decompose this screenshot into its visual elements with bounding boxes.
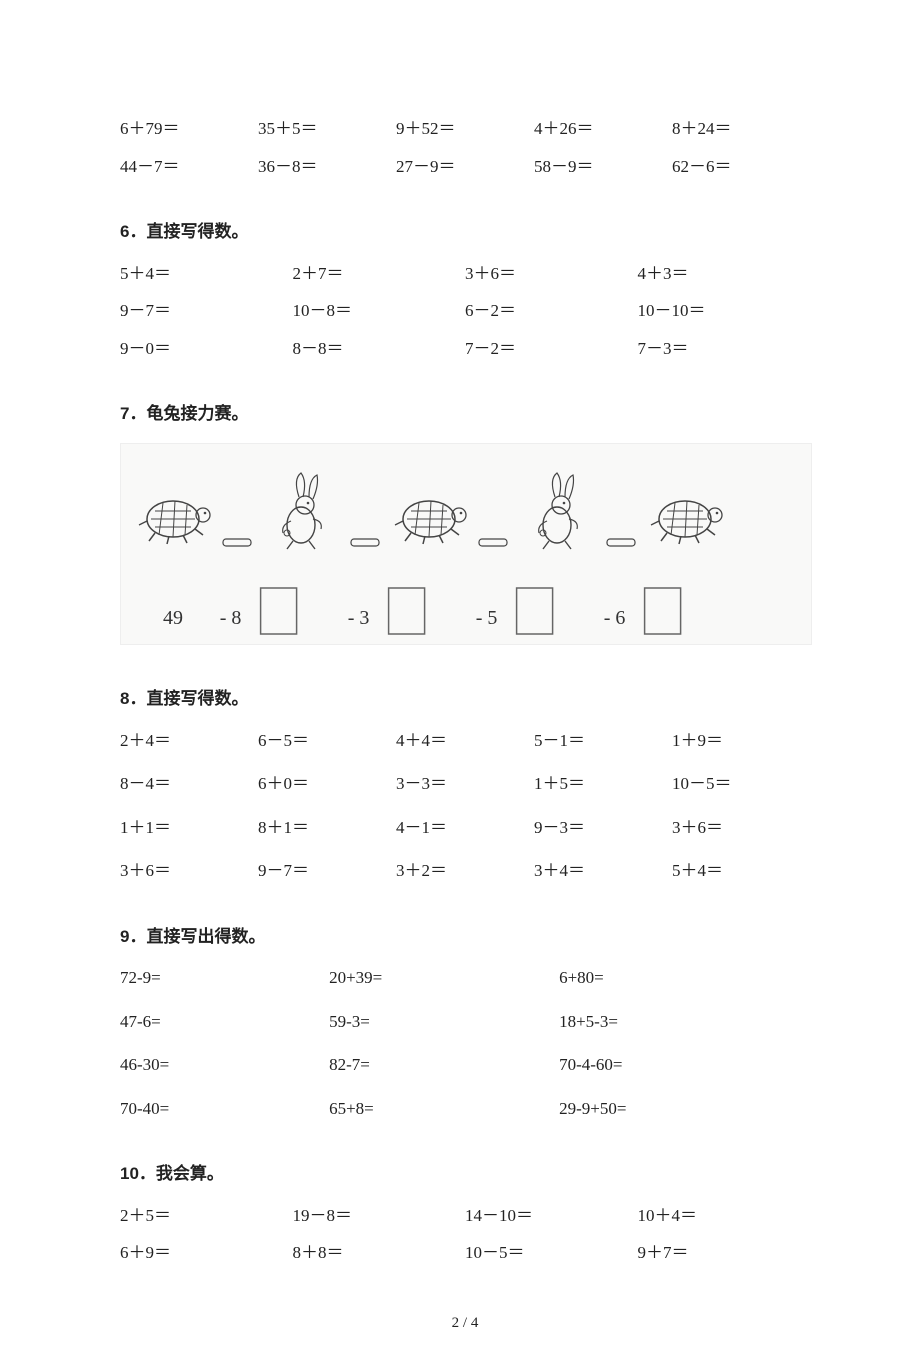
svg-text:- 3: - 3 — [348, 607, 370, 629]
equation: 20+39= — [329, 959, 559, 997]
equation: 3＋6＝ — [672, 809, 810, 847]
equation: 4＋4＝ — [396, 722, 534, 760]
equation: 6＋0＝ — [258, 765, 396, 803]
equation: 47-6= — [120, 1003, 329, 1041]
equation: 6＋79＝ — [120, 110, 258, 148]
equation: 5＋4＝ — [672, 852, 810, 890]
equation: 18+5-3= — [559, 1003, 810, 1041]
equation: 72-9= — [120, 959, 329, 997]
section-7-title: 7．龟兔接力赛。 — [120, 401, 810, 427]
equation: 8＋1＝ — [258, 809, 396, 847]
top-equation-grid: 6＋79＝ 35＋5＝ 9＋52＝ 4＋26＝ 8＋24＝ 44－7＝ 36－8… — [120, 110, 810, 185]
equation: 4－1＝ — [396, 809, 534, 847]
equation: 5－1＝ — [534, 722, 672, 760]
equation: 59-3= — [329, 1003, 559, 1041]
equation: 35＋5＝ — [258, 110, 396, 148]
equation: 8－8＝ — [293, 330, 466, 368]
section-8-grid: 2＋4＝ 6－5＝ 4＋4＝ 5－1＝ 1＋9＝ 8－4＝ 6＋0＝ 3－3＝ … — [120, 722, 810, 890]
equation: 6－5＝ — [258, 722, 396, 760]
page: 6＋79＝ 35＋5＝ 9＋52＝ 4＋26＝ 8＋24＝ 44－7＝ 36－8… — [0, 0, 920, 1364]
section-10-grid: 2＋5＝ 19－8＝ 14－10＝ 10＋4＝ 6＋9＝ 8＋8＝ 10－5＝ … — [120, 1197, 810, 1272]
equation: 1＋5＝ — [534, 765, 672, 803]
equation: 3＋6＝ — [120, 852, 258, 890]
equation: 8＋8＝ — [293, 1234, 466, 1272]
page-footer: 2 / 4 — [120, 1312, 810, 1335]
equation: 10－8＝ — [293, 292, 466, 330]
equation: 9－3＝ — [534, 809, 672, 847]
equation: 9－7＝ — [120, 292, 293, 330]
equation: 8＋24＝ — [672, 110, 810, 148]
relay-figure: 49 - 8 - 3 - 5 - 6 — [120, 443, 812, 645]
equation: 29-9+50= — [559, 1090, 810, 1128]
svg-text:- 8: - 8 — [220, 607, 242, 629]
equation: 6+80= — [559, 959, 810, 997]
equation: 10－5＝ — [672, 765, 810, 803]
equation: 65+8= — [329, 1090, 559, 1128]
equation: 10－10＝ — [638, 292, 811, 330]
section-9-grid: 72-9= 20+39= 6+80= 47-6= 59-3= 18+5-3= 4… — [120, 959, 810, 1127]
equation: 3＋4＝ — [534, 852, 672, 890]
equation: 4＋26＝ — [534, 110, 672, 148]
equation: 70-4-60= — [559, 1046, 810, 1084]
section-6-title: 6．直接写得数。 — [120, 219, 810, 245]
section-6-grid: 5＋4＝ 2＋7＝ 3＋6＝ 4＋3＝ 9－7＝ 10－8＝ 6－2＝ 10－1… — [120, 255, 810, 368]
svg-text:49: 49 — [163, 607, 183, 629]
equation: 14－10＝ — [465, 1197, 638, 1235]
equation: 27－9＝ — [396, 148, 534, 186]
equation: 3＋6＝ — [465, 255, 638, 293]
equation: 7－2＝ — [465, 330, 638, 368]
equation: 5＋4＝ — [120, 255, 293, 293]
equation: 10＋4＝ — [638, 1197, 811, 1235]
equation: 1＋1＝ — [120, 809, 258, 847]
equation: 46-30= — [120, 1046, 329, 1084]
equation: 58－9＝ — [534, 148, 672, 186]
equation: 9－7＝ — [258, 852, 396, 890]
equation: 9＋52＝ — [396, 110, 534, 148]
equation: 10－5＝ — [465, 1234, 638, 1272]
equation: 3＋2＝ — [396, 852, 534, 890]
equation: 6＋9＝ — [120, 1234, 293, 1272]
svg-text:- 5: - 5 — [476, 607, 498, 629]
equation: 9＋7＝ — [638, 1234, 811, 1272]
equation: 2＋5＝ — [120, 1197, 293, 1235]
equation: 1＋9＝ — [672, 722, 810, 760]
equation: 6－2＝ — [465, 292, 638, 330]
equation: 82-7= — [329, 1046, 559, 1084]
equation: 3－3＝ — [396, 765, 534, 803]
equation: 70-40= — [120, 1090, 329, 1128]
equation: 7－3＝ — [638, 330, 811, 368]
section-8-title: 8．直接写得数。 — [120, 686, 810, 712]
equation: 36－8＝ — [258, 148, 396, 186]
equation: 9－0＝ — [120, 330, 293, 368]
equation: 8－4＝ — [120, 765, 258, 803]
section-10-title: 10．我会算。 — [120, 1161, 810, 1187]
equation: 2＋4＝ — [120, 722, 258, 760]
equation: 2＋7＝ — [293, 255, 466, 293]
section-9-title: 9．直接写出得数。 — [120, 924, 810, 950]
equation: 62－6＝ — [672, 148, 810, 186]
svg-text:- 6: - 6 — [604, 607, 626, 629]
equation: 19－8＝ — [293, 1197, 466, 1235]
equation: 4＋3＝ — [638, 255, 811, 293]
equation: 44－7＝ — [120, 148, 258, 186]
